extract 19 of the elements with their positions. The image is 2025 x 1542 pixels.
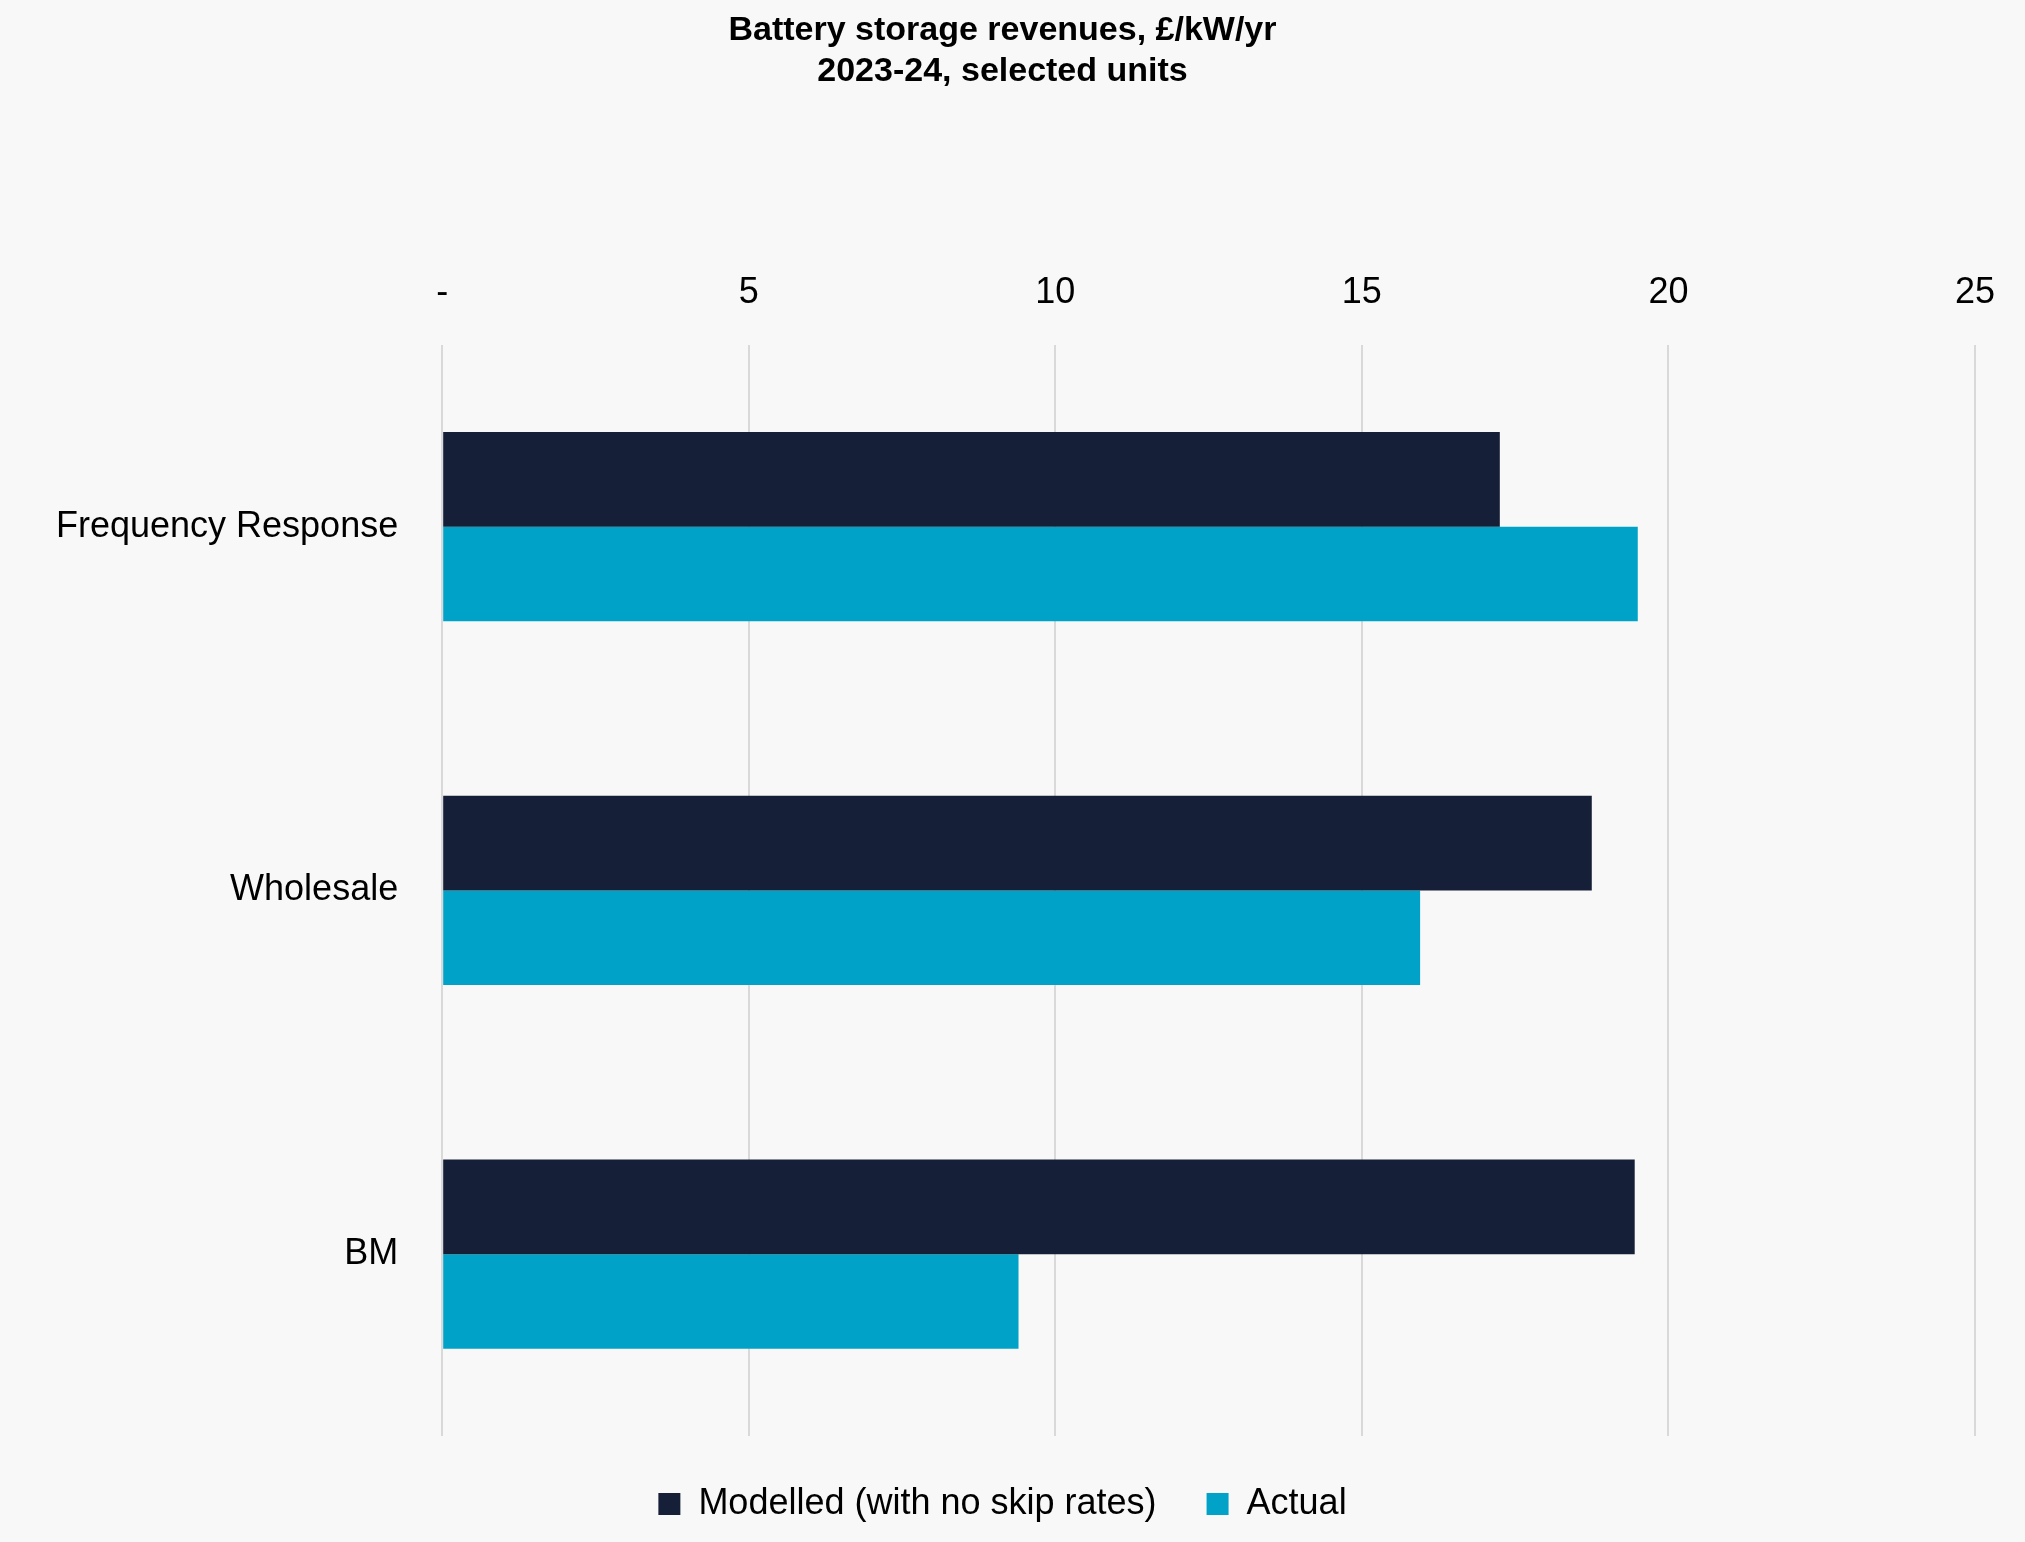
x-tick-label: 10 bbox=[1035, 270, 1076, 312]
x-tick-label: 20 bbox=[1648, 270, 1689, 312]
x-tick-label: - bbox=[436, 270, 449, 312]
x-tick-label: 15 bbox=[1341, 270, 1382, 312]
y-tick-label: BM bbox=[344, 1231, 399, 1273]
bar bbox=[443, 795, 1592, 891]
legend-label: Modelled (with no skip rates) bbox=[698, 1480, 1157, 1522]
bar bbox=[443, 1159, 1635, 1255]
bar bbox=[443, 526, 1638, 622]
chart-subtitle: 2023-24, selected units bbox=[817, 49, 1188, 88]
chart-title: Battery storage revenues, £/kW/yr bbox=[728, 8, 1277, 47]
bar bbox=[443, 890, 1421, 985]
y-tick-label: Wholesale bbox=[230, 867, 399, 909]
legend-label: Actual bbox=[1246, 1480, 1347, 1522]
bar bbox=[443, 1254, 1019, 1349]
bar bbox=[443, 432, 1500, 527]
x-tick-label: 5 bbox=[738, 270, 759, 312]
x-tick-label: 25 bbox=[1954, 270, 1995, 312]
y-tick-label: Frequency Response bbox=[55, 503, 399, 545]
